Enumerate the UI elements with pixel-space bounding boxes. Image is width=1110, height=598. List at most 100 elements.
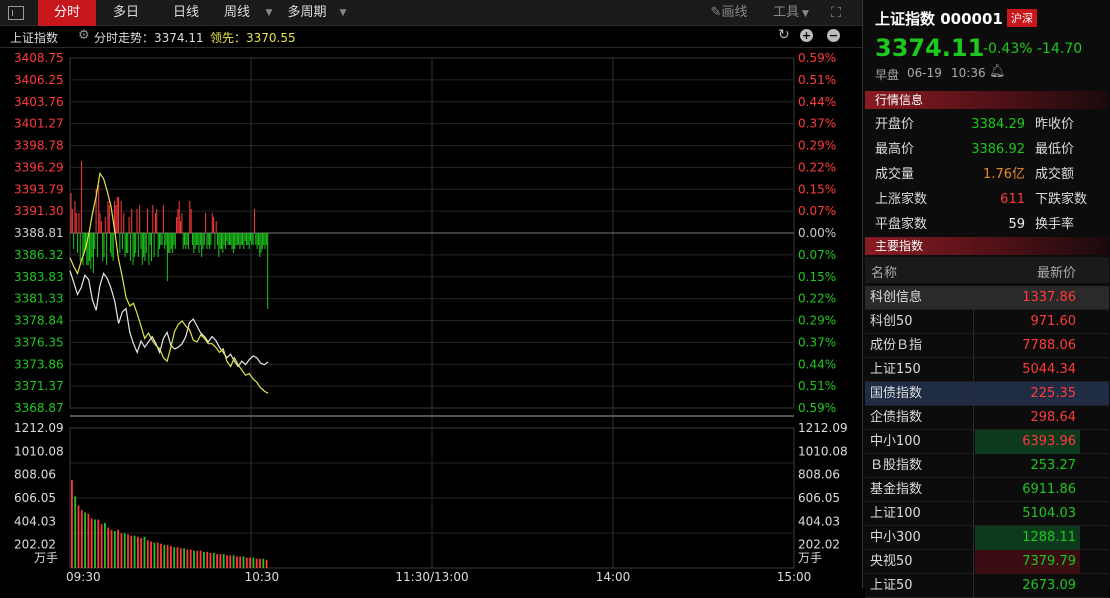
index-row[interactable]: 上证50 2673.09 [865,574,1109,598]
time-axis-label: 14:00 [596,570,631,584]
volume-bar [110,529,113,568]
market-tag-badge[interactable]: 沪深 [1007,9,1037,27]
percent-axis-label: 0.59% [798,51,836,65]
intraday-chart-svg: 3408.75 0.59% 3406.25 0.51% 3403.76 0.44% 3401… [14,51,848,584]
percent-axis-label: 0.22% [798,160,836,174]
volume-axis-label-right: 606.05 [798,491,840,505]
quote-panel: 上证指数 000001 沪深 3374.11 -0.43% -14.70 早盘 … [862,0,1110,598]
index-row[interactable]: 成份Ｂ指 7788.06 [865,334,1109,358]
intraday-chart[interactable]: 3408.75 0.59% 3406.25 0.51% 3403.76 0.44% 3401… [0,48,862,588]
time-axis-label: 15:00 [777,570,812,584]
volume-bar [229,555,232,568]
session-label: 早盘 [875,68,900,82]
row-separator [973,526,974,550]
volume-bar [209,552,212,568]
weekly-dropdown-icon[interactable]: ▼ [265,8,273,18]
draw-line-button[interactable]: ✎画线 [710,5,748,20]
tab-daily[interactable]: 日线 [172,5,199,20]
row-separator [973,454,974,478]
volume-bar [199,550,202,568]
row-separator [973,406,974,430]
volume-bar [120,533,123,568]
index-row[interactable]: 央视50 7379.79 [865,550,1109,574]
tab-multi-period[interactable]: 多周期 [287,5,327,20]
volume-axis-label: 1212.09 [14,421,64,435]
tab-intraday[interactable]: 分时 [38,0,96,26]
sidebar-toggle-icon[interactable] [8,6,24,20]
market-info-row: 成交量 1.76亿 成交额 [863,162,1110,187]
volume-bar [265,559,268,568]
price-axis-label: 3371.37 [14,379,64,393]
index-name: 上证150 [870,362,921,377]
index-row[interactable]: 基金指数 6911.86 [865,478,1109,502]
index-name: Ｂ股指数 [870,458,923,473]
volume-bar [71,480,73,568]
percent-axis-label: 0.51% [798,73,836,87]
volume-axis-label-right: 404.03 [798,514,840,528]
volume-bar [216,554,218,568]
alert-bell-icon[interactable]: 🔔︎ [989,64,1006,79]
settings-gear-icon[interactable]: ⚙ [78,28,90,43]
index-row[interactable]: Ｂ股指数 253.27 [865,454,1109,478]
volume-axis-label-right: 1212.09 [798,421,848,435]
index-name: 中小300 [870,530,921,545]
index-row[interactable]: 上证100 5104.03 [865,502,1109,526]
index-row[interactable]: 国债指数 225.35 [865,382,1109,406]
volume-bar [255,558,258,568]
volume-bar [219,554,222,568]
volume-bar [123,533,126,568]
market-info-label-2: 昨收价 [1035,117,1075,132]
index-row[interactable]: 中小300 1288.11 [865,526,1109,550]
index-row[interactable]: 企债指数 298.64 [865,406,1109,430]
chart-tab-bar: 分时 多日 日线 周线 ▼ 多周期 ▼ ✎画线 工具 ▼ ⛶ [0,0,862,26]
volume-bar [140,537,143,568]
index-row[interactable]: 科创50 971.60 [865,310,1109,334]
volume-bar [239,556,242,568]
zoom-out-icon[interactable]: − [827,29,840,42]
indices-column-header: 名称 最新价 [865,257,1109,283]
multi-period-dropdown-icon[interactable]: ▼ [339,8,347,18]
price-axis-label: 3398.78 [14,139,64,153]
price-axis-label: 3378.84 [14,314,64,328]
volume-bar [97,519,100,568]
price-axis-label: 3403.76 [14,95,64,109]
column-name[interactable]: 名称 [871,266,898,281]
index-row[interactable]: 科创信息 1337.86 [865,286,1109,310]
zoom-in-icon[interactable]: + [800,29,813,42]
row-separator [973,430,974,454]
volume-unit-label-right: 万手 [798,551,822,565]
index-row[interactable]: 中小100 6393.96 [865,430,1109,454]
index-name: 科创50 [870,314,913,329]
price-axis-label: 3373.86 [14,357,64,371]
volume-bar [189,549,192,568]
fullscreen-icon[interactable]: ⛶ [831,5,841,21]
market-info-label: 上涨家数 [875,192,928,207]
volume-bar [242,556,245,568]
volume-bar [179,548,182,568]
percent-axis-label: 0.07% [798,248,836,262]
volume-bar [160,543,162,568]
tab-weekly[interactable]: 周线 [223,5,250,20]
refresh-icon[interactable]: ↻ [778,27,790,43]
column-latest-price[interactable]: 最新价 [1037,266,1077,281]
price-axis-label: 3391.30 [14,204,64,218]
row-separator [973,286,974,310]
tools-button[interactable]: 工具 ▼ [773,5,809,20]
market-info-label: 最高价 [875,142,915,157]
chart-info-bar: 上证指数 ⚙ 分时走势：3374.11 领先：3370.55 ↻ + − [0,26,862,48]
index-row[interactable]: 上证150 5044.34 [865,358,1109,382]
percent-axis-label: 0.00% [798,226,836,240]
volume-bar [130,535,133,568]
volume-bar [100,524,103,568]
change-value: -14.70 [1037,41,1083,57]
percent-axis-label: 0.15% [798,270,836,284]
volume-bar [252,557,255,568]
volume-bar [249,557,251,568]
volume-axis-label-right: 808.06 [798,468,840,482]
percent-axis-label: 0.44% [798,95,836,109]
index-latest-price: 5104.03 [1022,506,1076,521]
index-name: 成份Ｂ指 [870,338,923,353]
time-axis-label: 11:30/13:00 [395,570,468,584]
volume-bar [113,531,116,568]
tab-multi-day[interactable]: 多日 [112,5,139,20]
